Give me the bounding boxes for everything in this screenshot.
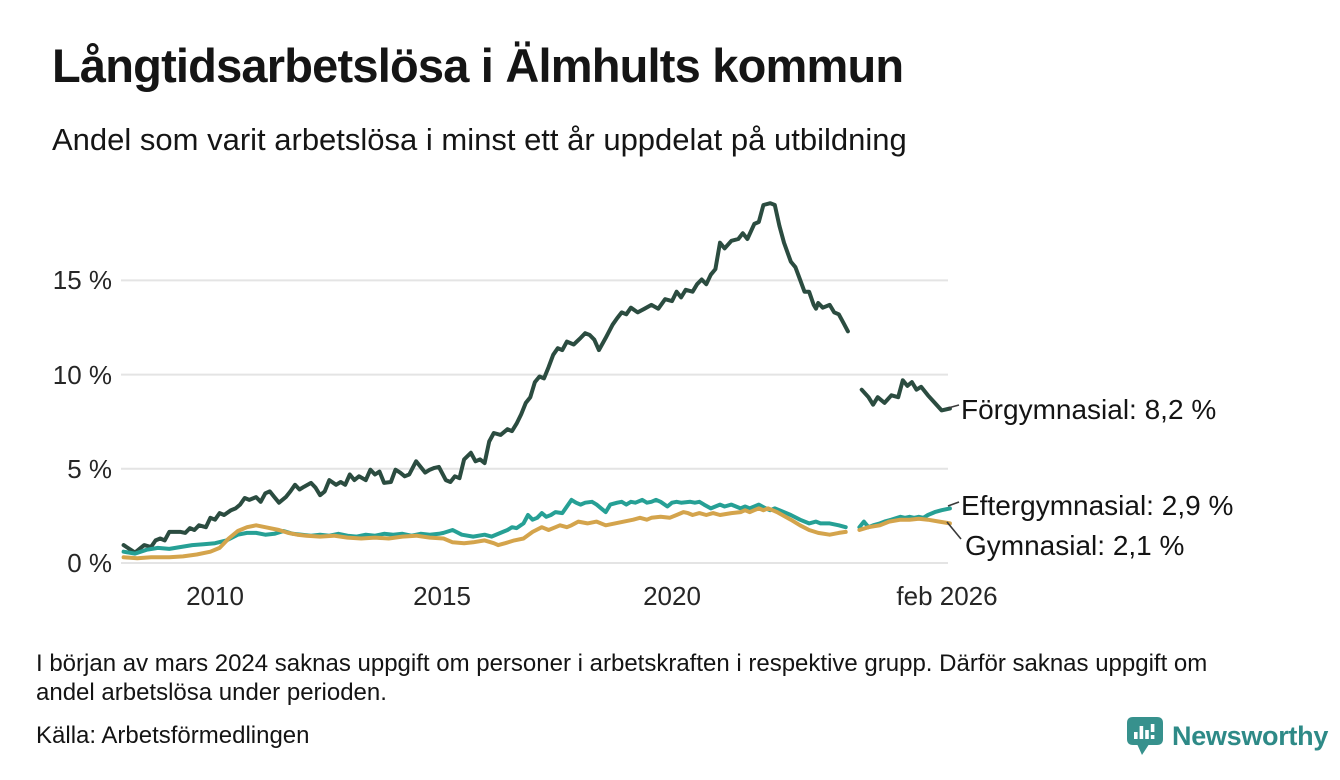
x-axis-tick-2015: 2015 <box>413 581 471 611</box>
newsworthy-logo: Newsworthy <box>1127 717 1328 756</box>
chart-subtitle: Andel som varit arbetslösa i minst ett å… <box>52 122 907 157</box>
footnote-line-1: I början av mars 2024 saknas uppgift om … <box>36 650 1208 677</box>
footnote-line-2: andel arbetslösa under perioden. <box>36 679 387 706</box>
bar-chart-bubble-icon <box>1127 717 1163 755</box>
series-end-label-eftergymnasial: Eftergymnasial: 2,9 % <box>961 490 1234 521</box>
y-axis-tick-5: 5 % <box>67 454 112 484</box>
x-axis-tick-feb-2026: feb 2026 <box>896 581 998 611</box>
y-axis-tick-0: 0 % <box>67 548 112 578</box>
page-title: Långtidsarbetslösa i Älmhults kommun <box>52 39 904 92</box>
series-end-label-forgymnasial: Förgymnasial: 8,2 % <box>961 394 1217 425</box>
x-axis-tick-2020: 2020 <box>643 581 701 611</box>
y-axis-tick-10: 10 % <box>52 360 112 390</box>
source-text: Källa: Arbetsförmedlingen <box>36 722 310 749</box>
series-end-label-gymnasial: Gymnasial: 2,1 % <box>965 530 1185 561</box>
y-axis-tick-15: 15 % <box>52 265 112 295</box>
x-axis-tick-2010: 2010 <box>186 581 244 611</box>
newsworthy-logo-text: Newsworthy <box>1172 721 1329 751</box>
